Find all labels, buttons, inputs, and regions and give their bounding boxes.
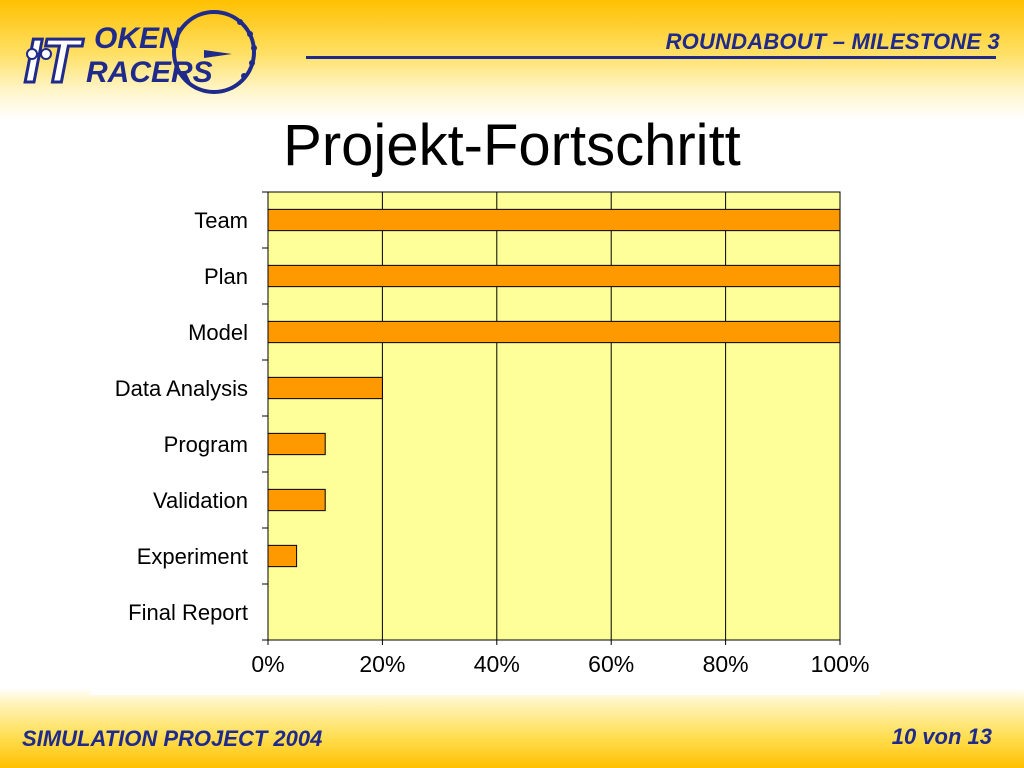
category-label: Team bbox=[194, 208, 248, 233]
footer-band bbox=[0, 688, 1024, 768]
slide-title: Projekt-Fortschritt bbox=[283, 113, 741, 178]
x-tick-label: 80% bbox=[703, 651, 749, 677]
x-tick-label: 40% bbox=[474, 651, 520, 677]
x-tick-label: 100% bbox=[811, 651, 870, 677]
token-tracers-logo: IT OKEN RACERS bbox=[23, 10, 257, 98]
category-label: Data Analysis bbox=[115, 376, 248, 401]
page-counter: 10 von 13 bbox=[891, 724, 992, 749]
header-divider bbox=[306, 56, 996, 59]
footer-project-name: SIMULATION PROJECT 2004 bbox=[22, 726, 323, 751]
svg-text:IT: IT bbox=[24, 27, 84, 96]
x-tick-label: 60% bbox=[588, 651, 634, 677]
bar bbox=[267, 544, 298, 568]
x-tick-label: 20% bbox=[359, 651, 405, 677]
svg-text:OKEN: OKEN bbox=[94, 22, 182, 55]
plot-area bbox=[268, 192, 840, 640]
bar bbox=[267, 432, 326, 456]
category-label: Validation bbox=[153, 488, 248, 513]
category-label: Experiment bbox=[137, 544, 248, 569]
category-label: Final Report bbox=[128, 600, 248, 625]
bar bbox=[267, 488, 326, 512]
category-label: Plan bbox=[204, 264, 248, 289]
bar bbox=[267, 208, 841, 232]
bar bbox=[267, 320, 841, 344]
bar-chart: 0% 20% 40% 60% 80% 100% Team Plan Model Data Anal… bbox=[115, 191, 870, 677]
header-band bbox=[0, 0, 1024, 120]
svg-text:RACERS: RACERS bbox=[86, 56, 213, 89]
x-tick-label: 0% bbox=[251, 651, 284, 677]
category-label: Model bbox=[188, 320, 248, 345]
category-label: Program bbox=[164, 432, 248, 457]
progress-chart: 0% 20% 40% 60% 80% 100% Team Plan Model Data Anal… bbox=[90, 185, 880, 695]
bar bbox=[267, 264, 841, 288]
header-title: ROUNDABOUT – MILESTONE 3 bbox=[665, 29, 1000, 54]
bar bbox=[267, 376, 383, 400]
